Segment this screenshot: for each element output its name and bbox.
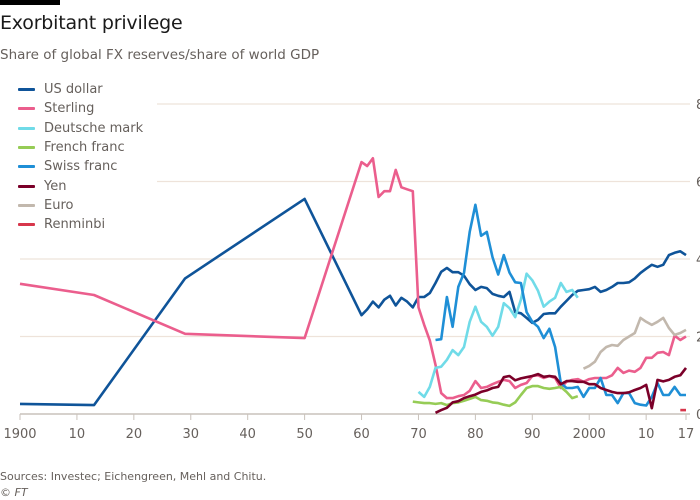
legend-item-yen: Yen <box>18 176 143 195</box>
legend-item-french-franc: French franc <box>18 138 143 157</box>
legend-swatch <box>18 223 35 227</box>
x-tick-label: 40 <box>239 427 256 442</box>
legend-label: US dollar <box>44 82 103 98</box>
series-lines <box>19 157 688 414</box>
y-tick-label: 2 <box>696 331 700 346</box>
x-tick-label: 50 <box>296 427 313 442</box>
x-tick-label: 70 <box>410 427 427 442</box>
legend-swatch <box>18 88 35 92</box>
legend-item-deutsche-mark: Deutsche mark <box>18 119 143 138</box>
source-note: Sources: Investec; Eichengreen, Mehl and… <box>0 470 267 483</box>
legend-item-sterling: Sterling <box>18 99 143 118</box>
y-tick-label: 6 <box>696 176 700 191</box>
legend: US dollar Sterling Deutsche mark French fra… <box>18 80 143 234</box>
x-tick-label: 20 <box>126 427 143 442</box>
legend-item-swiss-franc: Swiss franc <box>18 157 143 176</box>
legend-swatch <box>18 165 35 169</box>
copyright-credit: © FT <box>0 486 28 499</box>
legend-swatch <box>18 203 35 207</box>
legend-item-renminbi: Renminbi <box>18 215 143 234</box>
series-line-french-franc <box>412 384 579 408</box>
x-tick-label: 1900 <box>3 427 36 442</box>
legend-label: Deutsche mark <box>44 120 144 136</box>
y-axis: 0 2 4 6 8 <box>696 98 700 423</box>
brand-bar <box>0 0 60 5</box>
legend-item-euro: Euro <box>18 196 143 215</box>
series-line-yen <box>434 367 688 414</box>
chart-subtitle: Share of global FX reserves/share of wor… <box>0 47 320 63</box>
series-line-us-dollar <box>19 197 687 407</box>
series-line-deutsche-mark <box>417 272 579 399</box>
y-tick-label: 0 <box>696 408 700 423</box>
legend-label: Renminbi <box>44 217 106 233</box>
legend-item-us-dollar: US dollar <box>18 80 143 99</box>
series-line-euro <box>582 316 687 370</box>
legend-swatch <box>18 126 35 130</box>
x-tick-label: 60 <box>353 427 370 442</box>
series-line-sterling <box>19 157 687 400</box>
legend-label: Swiss franc <box>44 159 118 175</box>
x-tick-label: 30 <box>182 427 199 442</box>
y-tick-label: 4 <box>696 253 700 268</box>
y-tick-label: 8 <box>696 98 700 113</box>
x-tick-label: 90 <box>524 427 541 442</box>
x-tick-label: 10 <box>638 427 655 442</box>
x-tick-label: 80 <box>467 427 484 442</box>
x-tick-label: 17 <box>678 427 695 442</box>
legend-label: Euro <box>44 197 74 213</box>
legend-label: French franc <box>44 140 125 156</box>
legend-label: Yen <box>44 178 67 194</box>
gridlines <box>20 103 690 415</box>
legend-swatch <box>18 107 35 111</box>
legend-swatch <box>18 184 35 188</box>
x-axis: 1900 10 20 30 40 50 60 70 80 90 2000 10 17 <box>3 414 694 442</box>
x-tick-label: 2000 <box>573 427 606 442</box>
legend-swatch <box>18 146 35 150</box>
chart-title: Exorbitant privilege <box>0 12 183 34</box>
legend-label: Sterling <box>44 101 95 117</box>
x-tick-label: 10 <box>69 427 86 442</box>
